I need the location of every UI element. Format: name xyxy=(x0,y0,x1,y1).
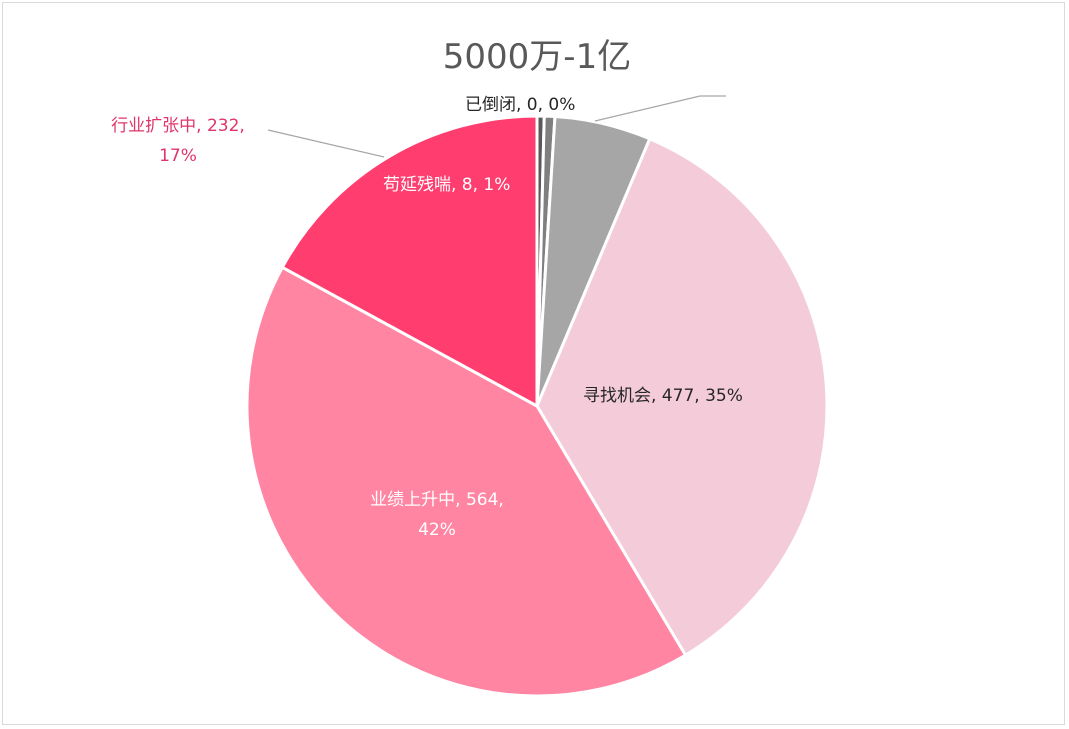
data-label: 业绩上升中, 564, 42% xyxy=(370,490,504,540)
slice-labels: 已倒闭, 0, 0% 苟延残喘, 8, 1% 寻找机会, 477, 35% 业绩上升中… xyxy=(111,95,743,540)
pie-slices xyxy=(245,114,829,698)
leader-line xyxy=(267,129,385,158)
leader-line xyxy=(594,95,726,122)
data-label: 已倒闭, 0, 0% xyxy=(465,95,575,115)
data-label: 寻找机会, 477, 35% xyxy=(583,386,743,406)
leader-lines xyxy=(267,95,726,158)
data-label: 苟延残喘, 8, 1% xyxy=(383,175,510,195)
data-label: 行业扩张中, 232, 17% xyxy=(111,116,245,166)
pie-slice-5 xyxy=(280,114,539,408)
pie-slice-4 xyxy=(245,265,687,698)
chart-title: 5000万-1亿 xyxy=(443,37,631,77)
